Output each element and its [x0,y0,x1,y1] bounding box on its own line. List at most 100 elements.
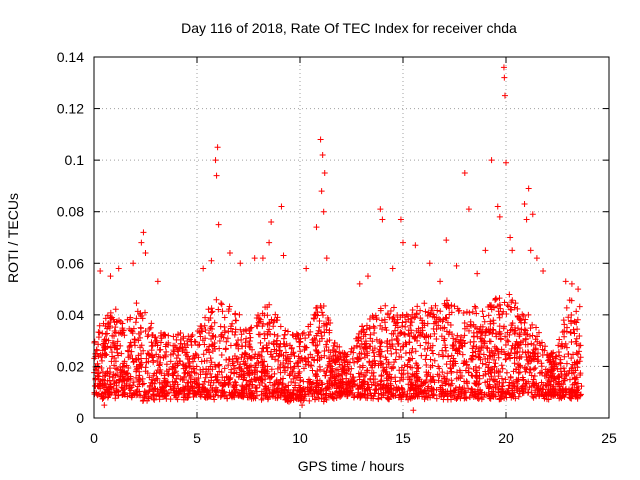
data-point [560,392,567,399]
data-point [463,308,470,315]
data-point [470,338,477,345]
data-point [240,376,247,383]
data-point [539,346,546,353]
data-point [433,395,440,402]
data-point [418,388,425,395]
data-point [377,340,384,347]
data-point [520,312,527,319]
data-point [460,310,467,317]
data-point [171,342,178,349]
data-point [186,363,193,370]
data-point [313,380,320,387]
data-point [542,366,549,373]
data-point [470,366,477,373]
data-point [96,329,103,336]
data-point [188,384,195,391]
data-point [231,331,238,338]
data-point [412,348,419,355]
data-point [387,307,394,314]
data-point [344,392,351,399]
data-point [199,328,206,335]
data-point [302,391,309,398]
data-point [151,380,158,387]
data-point [334,391,341,398]
data-point [282,383,289,390]
data-point [241,371,248,378]
data-point [369,347,376,354]
data-point [325,347,332,354]
data-point [382,369,389,376]
data-point [576,342,583,349]
data-point [474,270,481,277]
x-tick-label: 15 [395,430,411,446]
data-point [232,365,239,372]
data-point [291,372,298,379]
data-point [123,370,130,377]
data-point [484,383,491,390]
data-point [560,377,567,384]
data-point [145,351,152,358]
data-point [207,370,214,377]
data-point [98,357,105,364]
data-point [197,333,204,340]
data-point [274,333,281,340]
data-point [461,340,468,347]
data-point [439,353,446,360]
data-point [328,363,335,370]
data-point [401,388,408,395]
data-point [461,395,468,402]
data-point [478,335,485,342]
data-point [317,387,324,394]
data-point [435,351,442,358]
data-point [272,394,279,401]
data-point [490,304,497,311]
data-point [218,301,225,308]
data-point [392,378,399,385]
data-point [193,352,200,359]
data-point [488,392,495,399]
data-point [222,346,229,353]
data-point [502,356,509,363]
data-point [550,357,557,364]
data-point [141,393,148,400]
data-point [248,324,255,331]
data-point [578,383,585,390]
data-point [157,359,164,366]
data-point [515,369,522,376]
data-point [476,365,483,372]
data-point [477,347,484,354]
data-point [429,377,436,384]
data-point [127,314,134,321]
data-point [96,322,103,329]
data-point [273,317,280,324]
data-point [271,370,278,377]
data-point [177,340,184,347]
data-point [348,365,355,372]
data-point [181,349,188,356]
data-point [277,347,284,354]
data-point [465,385,472,392]
data-point [482,355,489,362]
data-point [502,376,509,383]
data-point [330,342,337,349]
data-point [532,364,539,371]
data-point [268,374,275,381]
data-point [184,338,191,345]
data-point [299,402,306,409]
data-point [499,393,506,400]
data-point [496,369,503,376]
data-point [232,317,239,324]
data-point [326,329,333,336]
data-point [207,355,214,362]
data-point [519,383,526,390]
data-point [448,352,455,359]
data-point [373,336,380,343]
data-point [469,352,476,359]
data-point [146,374,153,381]
data-point [219,308,226,315]
data-point [396,367,403,374]
data-point [98,354,105,361]
data-point [356,363,363,370]
data-point [225,380,232,387]
data-point [503,159,509,166]
